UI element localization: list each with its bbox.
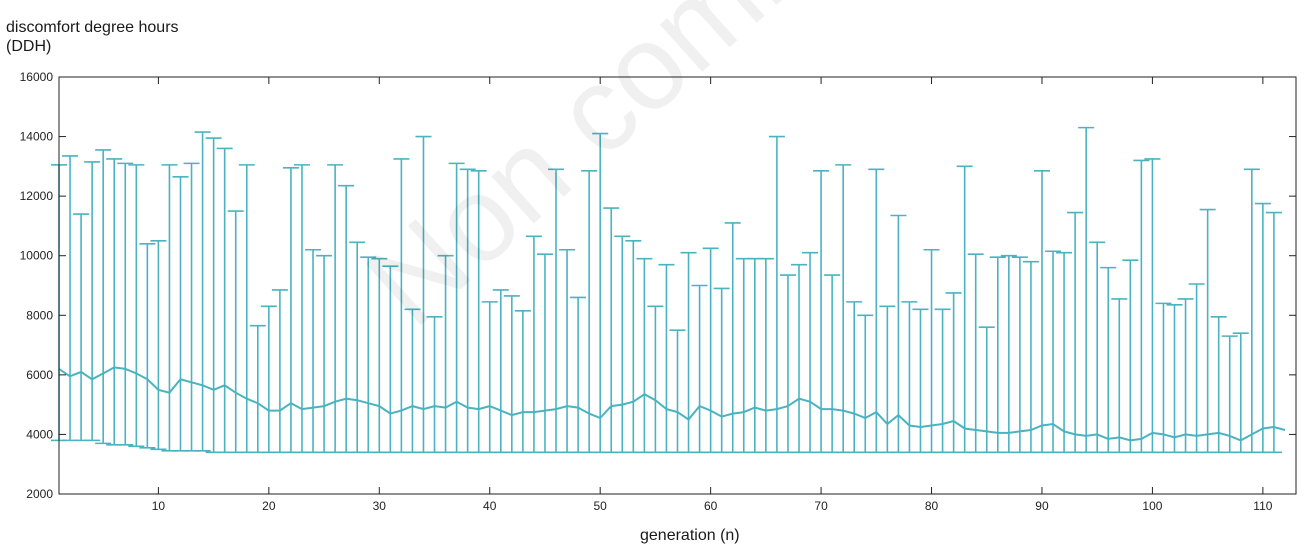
x-tick-label-30: 30 xyxy=(373,499,387,513)
y-axis-label-line-1: discomfort degree hours xyxy=(6,19,179,36)
y-tick-label-10000: 10000 xyxy=(20,249,54,263)
mean-line xyxy=(58,366,1286,442)
y-tick-label-8000: 8000 xyxy=(26,308,53,322)
x-tick-label-40: 40 xyxy=(483,499,497,513)
y-tick-label-14000: 14000 xyxy=(20,130,54,144)
x-tick-label-50: 50 xyxy=(594,499,608,513)
x-tick-label-100: 100 xyxy=(1142,499,1162,513)
x-tick-label-10: 10 xyxy=(152,499,166,513)
x-tick-label-90: 90 xyxy=(1035,499,1049,513)
y-tick-label-16000: 16000 xyxy=(20,70,54,84)
y-tick-label-2000: 2000 xyxy=(26,487,53,501)
y-tick-label-12000: 12000 xyxy=(20,189,54,203)
x-tick-label-80: 80 xyxy=(925,499,939,513)
x-tick-label-60: 60 xyxy=(704,499,718,513)
x-axis-label: generation (n) xyxy=(640,527,740,544)
y-tick-label-6000: 6000 xyxy=(26,368,53,382)
x-tick-label-20: 20 xyxy=(262,499,276,513)
y-axis-label-line-2: (DDH) xyxy=(6,38,52,55)
x-tick-label-110: 110 xyxy=(1253,499,1272,513)
plot-area: 10 20 30 40 50 60 70 80 90 100 110 2000 4000 6000 8000… xyxy=(20,70,1297,513)
plot-frame xyxy=(58,76,1297,495)
y-tick-label-4000: 4000 xyxy=(26,427,53,441)
x-tick-label-70: 70 xyxy=(814,499,828,513)
